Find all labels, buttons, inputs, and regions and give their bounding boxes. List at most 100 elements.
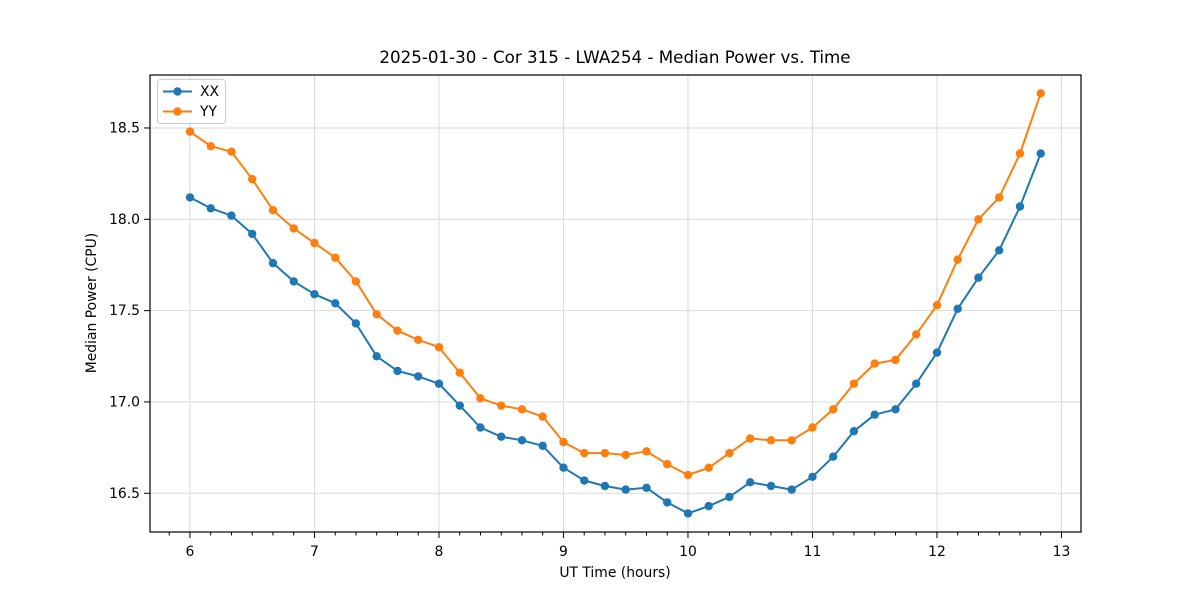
x-tick-label: 9 bbox=[559, 544, 568, 560]
yy-data-point bbox=[995, 193, 1004, 202]
x-tick-label: 13 bbox=[1053, 544, 1071, 560]
xx-data-point bbox=[434, 379, 444, 388]
yy-data-point bbox=[455, 368, 464, 377]
xx-data-point bbox=[455, 401, 464, 410]
yy-data-point bbox=[289, 224, 298, 233]
legend-marker-yy bbox=[173, 107, 182, 116]
xx-data-point bbox=[974, 273, 983, 282]
y-tick-label: 18.0 bbox=[109, 212, 140, 228]
yy-data-point bbox=[621, 450, 630, 460]
yy-data-point bbox=[663, 459, 672, 469]
xx-data-point bbox=[559, 463, 568, 472]
yy-data-point bbox=[849, 379, 859, 388]
xx-data-point bbox=[331, 299, 340, 308]
xx-data-point bbox=[704, 501, 713, 511]
yy-data-point bbox=[476, 394, 485, 403]
series-yy-line bbox=[189, 92, 1042, 476]
yy-data-point bbox=[538, 412, 547, 421]
x-tick-label: 11 bbox=[804, 544, 822, 560]
xx-data-point bbox=[995, 246, 1004, 255]
yy-data-point bbox=[580, 448, 589, 458]
xx-data-point bbox=[1036, 149, 1045, 158]
xx-data-point bbox=[268, 258, 278, 268]
xx-data-point bbox=[621, 485, 630, 494]
yy-data-point bbox=[766, 436, 776, 445]
yy-data-point bbox=[891, 355, 900, 365]
yy-data-point bbox=[974, 215, 983, 224]
legend-label-xx: XX bbox=[200, 84, 220, 100]
plot-area: 6 7 8 9 10 11 12 13 16.5 17.0 17.5 18.0 18.5 bbox=[109, 74, 1082, 560]
xx-data-point bbox=[932, 348, 942, 357]
yy-data-point bbox=[434, 343, 444, 352]
yy-data-point bbox=[517, 405, 527, 414]
xx-data-point bbox=[248, 229, 257, 239]
xx-data-point bbox=[1015, 202, 1025, 211]
yy-data-point bbox=[787, 436, 796, 445]
yy-data-point bbox=[1036, 89, 1045, 98]
xx-data-point bbox=[953, 304, 962, 313]
xx-data-point bbox=[829, 452, 838, 461]
legend: XX YY bbox=[157, 79, 226, 124]
y-tick-label: 18.5 bbox=[109, 120, 140, 136]
yy-data-point bbox=[642, 447, 651, 456]
yy-data-point bbox=[912, 330, 921, 339]
yy-data-point bbox=[953, 255, 962, 264]
yy-data-point bbox=[248, 174, 257, 184]
x-axis-label: UT Time (hours) bbox=[559, 565, 670, 581]
xx-data-point bbox=[372, 352, 381, 361]
xx-data-point bbox=[497, 432, 506, 441]
y-axis-label: Median Power (CPU) bbox=[84, 233, 100, 373]
yy-data-point bbox=[870, 359, 879, 368]
y-tick-label: 16.5 bbox=[109, 486, 140, 502]
xx-data-point bbox=[351, 319, 361, 328]
yy-data-point bbox=[393, 326, 402, 335]
xx-data-point bbox=[538, 441, 547, 450]
xx-data-point bbox=[517, 436, 527, 445]
yy-data-point bbox=[351, 277, 361, 286]
xx-data-point bbox=[185, 193, 195, 202]
xx-data-point bbox=[766, 481, 776, 491]
xx-data-point bbox=[746, 478, 755, 487]
xx-data-point bbox=[891, 405, 900, 414]
x-tick-label: 7 bbox=[310, 544, 319, 560]
yy-data-point bbox=[497, 401, 506, 410]
xx-data-point bbox=[227, 211, 236, 220]
y-tick-label: 17.5 bbox=[109, 303, 140, 319]
yy-data-point bbox=[206, 142, 215, 151]
yy-data-point bbox=[310, 238, 319, 248]
xx-data-point bbox=[580, 476, 589, 485]
yy-data-point bbox=[268, 206, 278, 215]
yy-data-point bbox=[414, 335, 423, 344]
xx-data-point bbox=[393, 366, 402, 376]
xx-data-point bbox=[206, 204, 215, 213]
yy-data-point bbox=[829, 405, 838, 414]
xx-data-point bbox=[600, 481, 610, 491]
x-tick-label: 8 bbox=[435, 544, 444, 560]
xx-data-point bbox=[849, 427, 859, 436]
yy-data-point bbox=[185, 127, 195, 136]
yy-data-point bbox=[683, 470, 693, 480]
x-tick-label: 6 bbox=[186, 544, 195, 560]
xx-data-point bbox=[663, 498, 672, 507]
xx-data-point bbox=[476, 423, 485, 432]
xx-data-point bbox=[725, 492, 734, 502]
yy-data-point bbox=[559, 437, 568, 447]
xx-data-point bbox=[912, 379, 921, 388]
plot-border bbox=[149, 74, 1082, 533]
yy-data-point bbox=[1015, 149, 1025, 158]
xx-data-point bbox=[870, 410, 879, 419]
y-tick-label: 17.0 bbox=[109, 394, 140, 410]
xx-data-point bbox=[310, 290, 319, 299]
legend-marker-xx bbox=[173, 87, 182, 96]
xx-data-point bbox=[683, 509, 693, 518]
x-tick-label: 12 bbox=[928, 544, 946, 560]
xx-data-point bbox=[414, 372, 423, 381]
yy-data-point bbox=[808, 423, 817, 432]
yy-data-point bbox=[227, 147, 236, 156]
chart-title: 2025-01-30 - Cor 315 - LWA254 - Median P… bbox=[379, 47, 850, 67]
xx-data-point bbox=[642, 483, 651, 492]
yy-data-point bbox=[331, 253, 340, 262]
yy-data-point bbox=[704, 463, 713, 472]
